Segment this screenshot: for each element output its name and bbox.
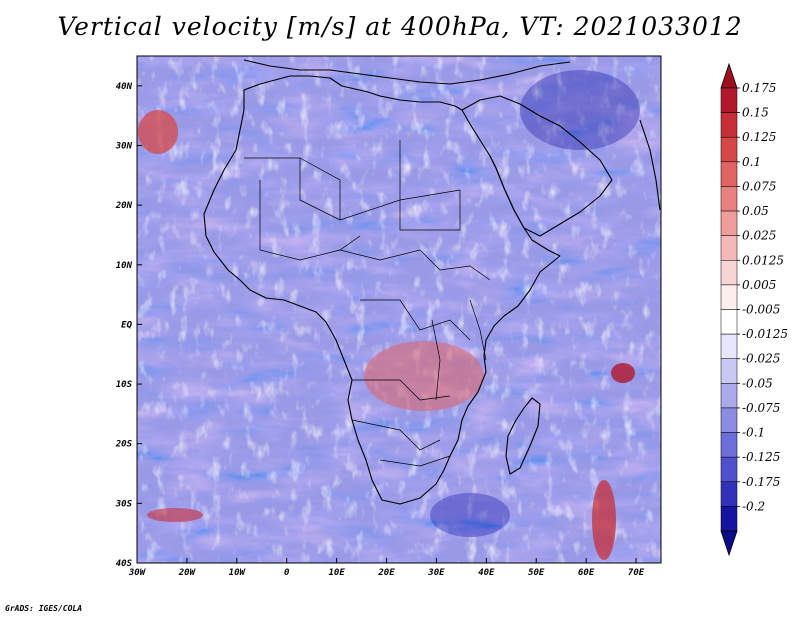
y-tick-label: 30N [115, 141, 133, 151]
colorbar-swatch [720, 186, 738, 212]
colorbar-label: 0.025 [742, 229, 776, 243]
colorbar-label: -0.075 [742, 401, 780, 415]
colorbar-label: -0.005 [742, 303, 780, 317]
x-tick-label: 0 [284, 568, 290, 578]
y-tick-label: 30S [115, 499, 133, 509]
y-tick-label: EQ [121, 320, 132, 330]
colorbar-label: 0.0125 [742, 253, 784, 267]
colorbar-swatch [720, 481, 738, 507]
colorbar-label: -0.2 [742, 499, 765, 513]
y-tick-label: 20N [115, 201, 133, 211]
colorbar-swatch [720, 284, 738, 310]
colorbar-label: 0.075 [742, 179, 776, 193]
updraft-southwest-indian-ocean [592, 480, 616, 560]
colorbar-swatch [720, 112, 738, 138]
colorbar-swatch [720, 333, 738, 359]
x-tick-label: 30W [128, 568, 147, 578]
map-frame [136, 55, 662, 564]
x-tick-label: 10E [328, 568, 345, 578]
colorbar-swatch [720, 210, 738, 236]
x-axis: 30W 20W 10W 0 10E 20E 30E 40E 50E 60E 70E [128, 558, 645, 578]
colorbar-label: 0.15 [742, 106, 769, 120]
africa-coastline [203, 75, 561, 505]
colorbar-swatch [720, 407, 738, 433]
y-axis: 40N 30N 20N 10N EQ 10S 20S 30S 40S [115, 82, 142, 569]
colorbar-swatch [720, 309, 738, 335]
colorbar-top-arrow [720, 62, 738, 89]
colorbar: 0.175 0.15 0.125 0.1 0.075 0.05 0.025 0.0125 0.0… [720, 62, 788, 557]
colorbar-swatch [720, 506, 738, 532]
y-tick-label: 20S [115, 440, 133, 450]
x-tick-label: 10W [229, 568, 247, 578]
y-tick-label: 10N [116, 261, 133, 271]
colorbar-bottom-arrow [720, 530, 738, 557]
europe-coastline [243, 59, 571, 85]
x-tick-label: 70E [628, 568, 645, 578]
colorbar-swatch [720, 432, 738, 458]
colorbar-label: 0.125 [742, 130, 776, 144]
x-tick-label: 20E [377, 568, 395, 578]
y-tick-label: 40S [116, 559, 133, 569]
updraft-central-africa [364, 341, 484, 411]
colorbar-label: -0.0125 [742, 327, 788, 341]
colorbar-swatch [720, 358, 738, 384]
india-coastline [639, 119, 661, 211]
colorbar-swatch [720, 136, 738, 163]
colorbar-swatch [720, 383, 738, 409]
colorbar-label: -0.1 [742, 426, 765, 440]
colorbar-label: 0.175 [742, 81, 776, 95]
y-tick-label: 40N [116, 82, 133, 92]
colorbar-swatch [720, 235, 738, 261]
x-tick-label: 40E [478, 568, 495, 578]
x-tick-label: 20W [178, 568, 197, 578]
downdraft-south-africa [430, 493, 510, 537]
colorbar-swatch [720, 87, 738, 113]
colorbar-label: -0.025 [742, 352, 780, 366]
cyclone-core [611, 363, 635, 383]
arabian-peninsula-coastline [461, 95, 613, 237]
chart-title: Vertical velocity [m/s] at 400hPa, VT: 2… [57, 12, 743, 41]
coastlines [203, 59, 661, 505]
colorbar-label: 0.005 [742, 278, 776, 292]
country-borders [244, 140, 491, 467]
colorbar-label: 0.05 [742, 204, 769, 218]
velocity-field [137, 56, 661, 563]
colorbar-label: -0.125 [742, 450, 780, 464]
y-tick-label: 10S [116, 380, 133, 390]
colorbar-swatch [720, 161, 738, 187]
madagascar-coastline [505, 397, 541, 475]
colorbar-swatch [720, 456, 738, 483]
footer-credit: GrADS: IGES/COLA [5, 604, 83, 613]
x-tick-label: 30E [427, 568, 445, 578]
colorbar-label: -0.175 [742, 475, 780, 489]
x-tick-label: 60E [578, 568, 595, 578]
strong-updraft-northwest [138, 110, 178, 154]
downdraft-middle-east [520, 70, 640, 150]
updraft-south-atlantic [147, 508, 203, 522]
colorbar-label: 0.1 [742, 155, 761, 169]
colorbar-label: -0.05 [742, 376, 773, 390]
x-tick-label: 50E [528, 568, 545, 578]
colorbar-swatch [720, 260, 738, 286]
